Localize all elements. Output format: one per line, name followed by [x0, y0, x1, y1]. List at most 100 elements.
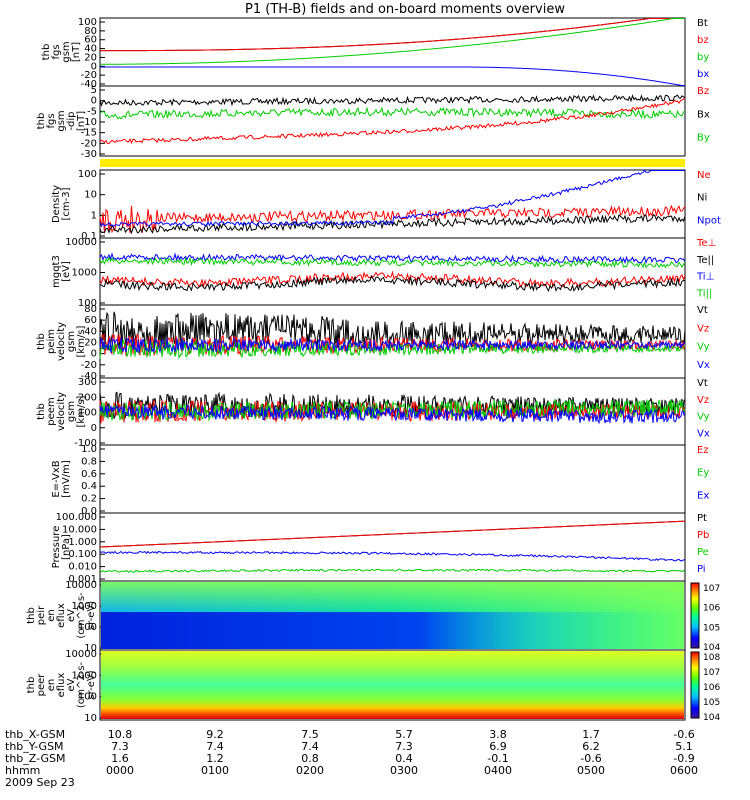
panel-5-ytick: 200: [78, 392, 97, 403]
panels-group: thb fgs gsm [nT]100806040200-20-40Btbzbybxt…: [26, 17, 721, 724]
panel-9-colorbar-tick: 105: [703, 698, 720, 708]
panel-7-ylabel: Pressure [nPa]: [51, 526, 72, 569]
panel-9-frame: [99, 649, 686, 721]
panel-3-legend-0: Te⊥: [696, 238, 716, 249]
by-series: [100, 18, 685, 65]
panel-8-colorbar-tick: 105: [703, 623, 720, 633]
panel-6-ytick: 1.0: [81, 444, 97, 455]
panel-8-colorbar-tick: 107: [703, 584, 720, 594]
panel-8-ylabel-line: peir: [36, 605, 47, 625]
panel-4-ytick: 80: [84, 304, 97, 315]
panel-1-ylabel-line: gsm: [56, 110, 67, 131]
panel-8-ylabel-line: eflux: [56, 603, 67, 628]
panel-0-legend-1: bz: [697, 35, 709, 46]
panel-7-ytick: 10.000: [62, 524, 97, 535]
bz-series: [100, 18, 685, 52]
vx-ion-series: [99, 336, 686, 354]
panel-9-ylabel-line: sr-eV): [86, 670, 97, 699]
panel-1-ylabel-line: fgs: [46, 113, 57, 128]
panel-8-ylabel-line: en: [46, 609, 57, 622]
hhmm-label: hhmm: [5, 764, 40, 777]
panel-4-ylabel: thb peim velocity gsm [km/s]: [36, 322, 87, 361]
panel-3-legend-1: Te||: [696, 255, 714, 266]
z-gsm-tick-1: 1.2: [206, 752, 224, 765]
panel-7-ytick: 1.000: [68, 537, 97, 548]
panel-3-ytick: 100: [78, 298, 97, 309]
bx-dip-series: [99, 94, 686, 107]
panel-1-ytick: -15: [81, 128, 97, 139]
panel-9-colorbar-tick: 104: [703, 713, 720, 723]
panel-5-legend-2: Vy: [697, 412, 710, 423]
panel-8-ylabel-line: eV: [66, 609, 77, 622]
pb-series: [99, 520, 685, 548]
panel-7-legend-2: Pe: [697, 547, 709, 558]
panel-6-ylabel-line: [mV/m]: [61, 460, 72, 498]
panel-1-legend-0: Bz: [697, 86, 709, 97]
panel-4-ytick: -20: [81, 360, 97, 371]
panel-0-ylabel-line: fgs: [51, 44, 62, 59]
te-par-series: [100, 275, 685, 293]
panel-5-ylabel-line: [km/s]: [76, 395, 87, 427]
panel-2-ylabel: Density [cm-3]: [51, 185, 72, 223]
ti-par-series: [99, 256, 686, 269]
z-gsm-tick-3: 0.4: [395, 752, 413, 765]
panel-7-ytick: 100.000: [56, 512, 97, 523]
by-dip-series: [99, 106, 686, 120]
panel-8-ytick: 10: [84, 643, 97, 654]
vx-ele-series: [99, 404, 686, 425]
panel-8-colorbar-tick: 106: [703, 604, 720, 614]
chart-title: P1 (TH-B) fields and on-board moments ov…: [245, 2, 565, 17]
panel-7-ytick: 0.100: [68, 549, 97, 560]
panel-9-ytick: 10000: [65, 649, 97, 660]
x-gsm-label: thb_X-GSM: [5, 728, 65, 741]
panel-2-ytick: 1: [91, 210, 97, 221]
panel-9-colorbar-tick: 106: [703, 683, 720, 693]
hhmm-tick-5: 0500: [577, 764, 605, 777]
panel-9-ytick: 100: [78, 692, 97, 703]
panel-6-ytick: 0.0: [81, 506, 97, 517]
panel-4-ylabel-line: thb: [36, 333, 47, 350]
panel-9-ylabel-line: peer: [36, 673, 47, 697]
hhmm-tick-2: 0200: [296, 764, 324, 777]
panel-0-ylabel-line: [nT]: [71, 42, 82, 62]
panel-9-ylabel: thb peer en eflux eV (cm^2-s-sr-eV): [26, 661, 97, 708]
panel-5-ylabel-line: gsm: [66, 401, 77, 422]
pi-series: [99, 568, 686, 573]
panel-0-ytick: 0: [91, 61, 97, 72]
bz-dip-series: [99, 97, 686, 145]
panel-9-colorbar-tick: 107: [703, 668, 720, 678]
panel-3-ylabel-line: [eV]: [61, 261, 72, 282]
panel-1-ytick: -30: [81, 149, 97, 160]
npot-series: [99, 169, 685, 228]
panel-2-ylabel-line: Density: [51, 185, 62, 223]
panel-1-ytick: 0: [91, 96, 97, 107]
panel-2-ytick: 0.1: [81, 231, 97, 242]
panel-6-ylabel-line: E=-VxB: [51, 460, 62, 497]
panel-0-ytick: -40: [81, 79, 97, 90]
panel-6-ytick: 0.6: [81, 469, 97, 480]
panel-2-legend-2: Npot: [697, 215, 721, 226]
panel-6-ytick: 0.8: [81, 456, 97, 467]
bx-series: [100, 66, 685, 86]
panel-1-ytick: -10: [81, 117, 97, 128]
panel-2-ytick: 100: [78, 169, 97, 180]
hhmm-tick-4: 0400: [484, 764, 512, 777]
panel-5-ytick: 300: [78, 377, 97, 388]
panel-8-ytick: 10000: [65, 580, 97, 591]
panel-8-ylabel-line: thb: [26, 607, 37, 624]
z-gsm-label: thb_Z-GSM: [5, 752, 65, 765]
panel-9-ylabel-line: eV: [66, 678, 77, 691]
panel-7-ytick: 0.010: [68, 562, 97, 573]
panel-6-legend-2: Ex: [697, 490, 709, 501]
panel-9-ylabel-line: en: [46, 679, 57, 692]
panel-1-legend-1: Bx: [697, 109, 710, 120]
panel-9-ylabel-line: eflux: [56, 673, 67, 698]
panel-5-ylabel-line: thb: [36, 403, 47, 420]
panel-4-ytick: -40: [81, 371, 97, 382]
bt-series: [100, 18, 685, 52]
flag-bar: [100, 159, 685, 167]
panel-6-legend-0: Ez: [697, 445, 709, 456]
panel-4-legend-0: Vt: [697, 305, 708, 316]
panel-5-ylabel-line: peem: [46, 397, 57, 425]
hhmm-tick-0: 0000: [106, 764, 134, 777]
